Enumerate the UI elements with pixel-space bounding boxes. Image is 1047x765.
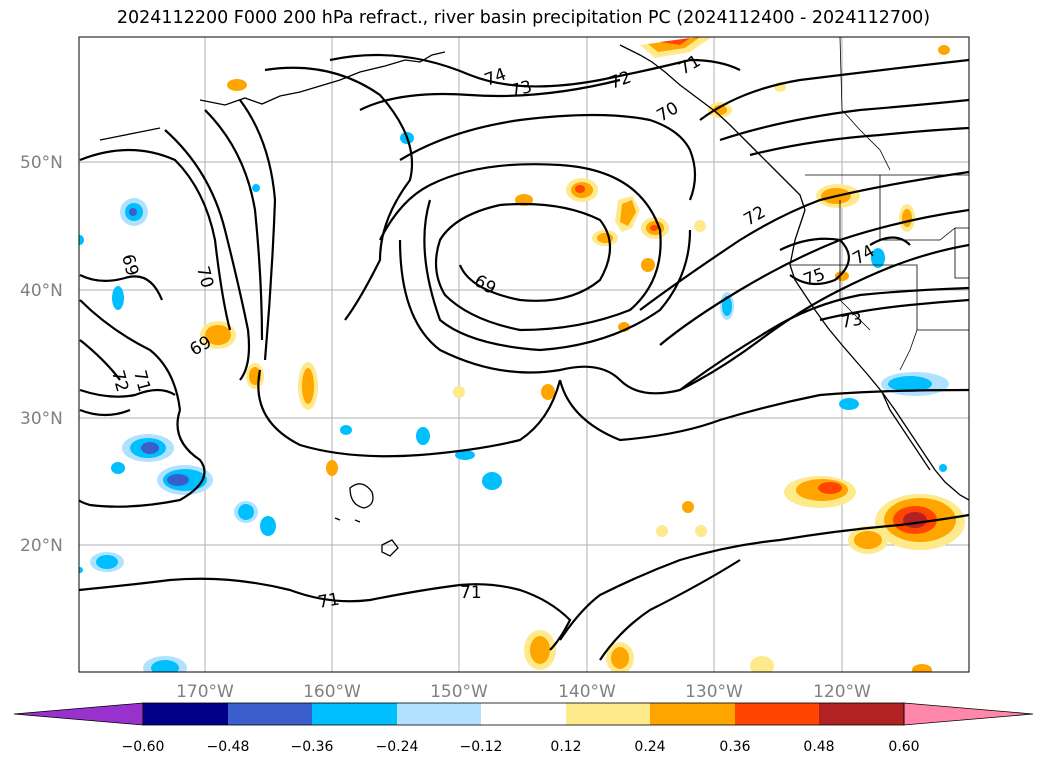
latitude-labels: 50°N 40°N 30°N 20°N [20, 153, 63, 556]
colorbar-tick-label: 0.36 [719, 739, 750, 755]
colorbar: −0.60 −0.48 −0.36 −0.24 −0.12 0.12 0.24 … [13, 702, 1034, 755]
lat-label: 40°N [20, 281, 63, 301]
colorbar-tick-label: 0.60 [888, 739, 919, 755]
contour-label: 71 [316, 589, 341, 612]
map-area [79, 37, 969, 672]
colorbar-max-extend [903, 702, 1034, 726]
graticule [79, 37, 969, 672]
lat-label: 20°N [20, 536, 63, 556]
lon-label: 130°W [685, 682, 743, 702]
colorbar-segment [735, 703, 819, 725]
colorbar-segment [566, 703, 650, 725]
colorbar-tick-label: −0.60 [122, 739, 165, 755]
contour-label: 73 [839, 309, 864, 332]
colorbar-segment [397, 703, 481, 725]
colorbar-min-extend [13, 702, 144, 726]
precip-anomaly-shading [79, 37, 965, 672]
lon-label: 150°W [430, 682, 488, 702]
coastlines [99, 37, 969, 557]
colorbar-segment [228, 703, 312, 725]
colorbar-segment [143, 703, 228, 725]
lon-label: 170°W [176, 682, 234, 702]
colorbar-tick-label: 0.24 [634, 739, 665, 755]
colorbar-segment [650, 703, 735, 725]
lon-label: 160°W [303, 682, 361, 702]
lon-label: 140°W [558, 682, 616, 702]
colorbar-tick-label: 0.12 [550, 739, 581, 755]
lon-label: 120°W [813, 682, 871, 702]
lat-label: 50°N [20, 153, 63, 173]
longitude-labels: 170°W 160°W 150°W 140°W 130°W 120°W [176, 682, 871, 702]
colorbar-tick-label: −0.24 [376, 739, 419, 755]
lat-label: 30°N [20, 409, 63, 429]
colorbar-tick-label: 0.48 [803, 739, 834, 755]
colorbar-segment [819, 703, 904, 725]
colorbar-tick-label: −0.48 [207, 739, 250, 755]
colorbar-tick-label: −0.36 [291, 739, 334, 755]
colorbar-segment [481, 703, 566, 725]
map-frame [78, 36, 970, 673]
refractivity-contours [79, 53, 969, 661]
contour-label: 71 [460, 583, 482, 603]
map-title: 2024112200 F000 200 hPa refract., river … [116, 8, 931, 28]
colorbar-segment [312, 703, 397, 725]
colorbar-tick-label: −0.12 [460, 739, 503, 755]
